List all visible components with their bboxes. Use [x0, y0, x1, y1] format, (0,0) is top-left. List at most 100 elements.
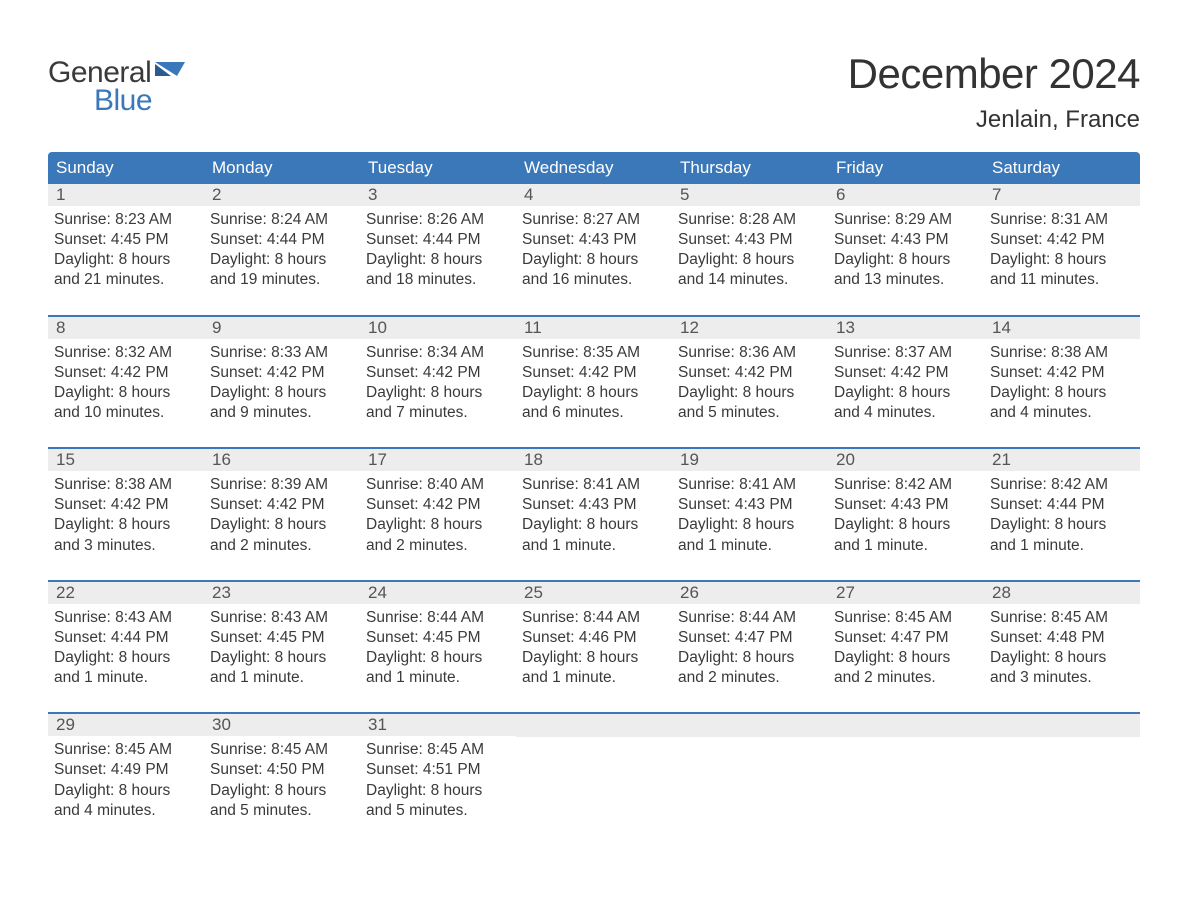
calendar-day: 8Sunrise: 8:32 AMSunset: 4:42 PMDaylight… [48, 317, 204, 430]
daylight-line-2: and 5 minutes. [210, 801, 354, 821]
sunset-line: Sunset: 4:44 PM [366, 230, 510, 250]
sunrise-line: Sunrise: 8:42 AM [834, 475, 978, 495]
calendar-day: 7Sunrise: 8:31 AMSunset: 4:42 PMDaylight… [984, 184, 1140, 297]
daylight-line-1: Daylight: 8 hours [678, 515, 822, 535]
calendar-day: 23Sunrise: 8:43 AMSunset: 4:45 PMDayligh… [204, 582, 360, 695]
calendar-day: 10Sunrise: 8:34 AMSunset: 4:42 PMDayligh… [360, 317, 516, 430]
day-number: 26 [672, 582, 828, 604]
daylight-line-1: Daylight: 8 hours [834, 515, 978, 535]
daylight-line-2: and 1 minute. [366, 668, 510, 688]
sunset-line: Sunset: 4:42 PM [834, 363, 978, 383]
day-content: Sunrise: 8:38 AMSunset: 4:42 PMDaylight:… [990, 339, 1134, 424]
calendar-day: 2Sunrise: 8:24 AMSunset: 4:44 PMDaylight… [204, 184, 360, 297]
calendar-day: 19Sunrise: 8:41 AMSunset: 4:43 PMDayligh… [672, 449, 828, 562]
day-number: 8 [48, 317, 204, 339]
sunset-line: Sunset: 4:42 PM [990, 230, 1134, 250]
calendar-day: 22Sunrise: 8:43 AMSunset: 4:44 PMDayligh… [48, 582, 204, 695]
sunrise-line: Sunrise: 8:32 AM [54, 343, 198, 363]
calendar-week: 1Sunrise: 8:23 AMSunset: 4:45 PMDaylight… [48, 184, 1140, 297]
day-number: 6 [828, 184, 984, 206]
daylight-line-1: Daylight: 8 hours [54, 515, 198, 535]
sunrise-line: Sunrise: 8:45 AM [366, 740, 510, 760]
day-number [516, 714, 672, 737]
calendar-day: 20Sunrise: 8:42 AMSunset: 4:43 PMDayligh… [828, 449, 984, 562]
day-number: 30 [204, 714, 360, 736]
day-content: Sunrise: 8:37 AMSunset: 4:42 PMDaylight:… [834, 339, 978, 424]
sunset-line: Sunset: 4:42 PM [210, 363, 354, 383]
daylight-line-1: Daylight: 8 hours [678, 383, 822, 403]
daylight-line-2: and 1 minute. [522, 668, 666, 688]
logo: General Blue [48, 56, 185, 118]
weekday-header: Sunday [48, 158, 204, 178]
sunset-line: Sunset: 4:49 PM [54, 760, 198, 780]
calendar-day: 17Sunrise: 8:40 AMSunset: 4:42 PMDayligh… [360, 449, 516, 562]
daylight-line-1: Daylight: 8 hours [210, 383, 354, 403]
daylight-line-2: and 4 minutes. [990, 403, 1134, 423]
sunrise-line: Sunrise: 8:37 AM [834, 343, 978, 363]
sunset-line: Sunset: 4:42 PM [678, 363, 822, 383]
calendar-day: 26Sunrise: 8:44 AMSunset: 4:47 PMDayligh… [672, 582, 828, 695]
daylight-line-1: Daylight: 8 hours [522, 648, 666, 668]
daylight-line-1: Daylight: 8 hours [522, 515, 666, 535]
day-number: 14 [984, 317, 1140, 339]
sunrise-line: Sunrise: 8:29 AM [834, 210, 978, 230]
calendar-day: 16Sunrise: 8:39 AMSunset: 4:42 PMDayligh… [204, 449, 360, 562]
daylight-line-2: and 6 minutes. [522, 403, 666, 423]
calendar-day: 30Sunrise: 8:45 AMSunset: 4:50 PMDayligh… [204, 714, 360, 827]
daylight-line-1: Daylight: 8 hours [366, 781, 510, 801]
daylight-line-2: and 2 minutes. [210, 536, 354, 556]
day-content: Sunrise: 8:32 AMSunset: 4:42 PMDaylight:… [54, 339, 198, 424]
calendar-day [516, 714, 672, 827]
calendar-day: 24Sunrise: 8:44 AMSunset: 4:45 PMDayligh… [360, 582, 516, 695]
day-content: Sunrise: 8:42 AMSunset: 4:43 PMDaylight:… [834, 471, 978, 556]
daylight-line-2: and 19 minutes. [210, 270, 354, 290]
sunset-line: Sunset: 4:48 PM [990, 628, 1134, 648]
daylight-line-2: and 16 minutes. [522, 270, 666, 290]
daylight-line-2: and 3 minutes. [990, 668, 1134, 688]
sunset-line: Sunset: 4:44 PM [210, 230, 354, 250]
sunset-line: Sunset: 4:42 PM [522, 363, 666, 383]
day-number: 19 [672, 449, 828, 471]
day-number: 22 [48, 582, 204, 604]
sunrise-line: Sunrise: 8:24 AM [210, 210, 354, 230]
calendar-day [672, 714, 828, 827]
daylight-line-2: and 21 minutes. [54, 270, 198, 290]
sunrise-line: Sunrise: 8:43 AM [54, 608, 198, 628]
title-block: December 2024 Jenlain, France [848, 50, 1140, 134]
sunrise-line: Sunrise: 8:31 AM [990, 210, 1134, 230]
daylight-line-2: and 4 minutes. [834, 403, 978, 423]
day-content: Sunrise: 8:45 AMSunset: 4:47 PMDaylight:… [834, 604, 978, 689]
day-number: 11 [516, 317, 672, 339]
sunset-line: Sunset: 4:45 PM [54, 230, 198, 250]
calendar-day: 15Sunrise: 8:38 AMSunset: 4:42 PMDayligh… [48, 449, 204, 562]
daylight-line-2: and 9 minutes. [210, 403, 354, 423]
day-content: Sunrise: 8:45 AMSunset: 4:51 PMDaylight:… [366, 736, 510, 821]
day-number: 3 [360, 184, 516, 206]
day-number: 2 [204, 184, 360, 206]
sunset-line: Sunset: 4:42 PM [366, 363, 510, 383]
daylight-line-2: and 2 minutes. [834, 668, 978, 688]
daylight-line-1: Daylight: 8 hours [834, 383, 978, 403]
sunrise-line: Sunrise: 8:45 AM [210, 740, 354, 760]
daylight-line-1: Daylight: 8 hours [834, 648, 978, 668]
daylight-line-2: and 18 minutes. [366, 270, 510, 290]
daylight-line-2: and 2 minutes. [678, 668, 822, 688]
calendar-day: 29Sunrise: 8:45 AMSunset: 4:49 PMDayligh… [48, 714, 204, 827]
day-content: Sunrise: 8:45 AMSunset: 4:48 PMDaylight:… [990, 604, 1134, 689]
weekday-header: Tuesday [360, 158, 516, 178]
sunrise-line: Sunrise: 8:42 AM [990, 475, 1134, 495]
daylight-line-1: Daylight: 8 hours [366, 515, 510, 535]
calendar-day: 6Sunrise: 8:29 AMSunset: 4:43 PMDaylight… [828, 184, 984, 297]
daylight-line-2: and 13 minutes. [834, 270, 978, 290]
day-content: Sunrise: 8:42 AMSunset: 4:44 PMDaylight:… [990, 471, 1134, 556]
sunrise-line: Sunrise: 8:36 AM [678, 343, 822, 363]
logo-text-blue: Blue [94, 84, 152, 118]
day-number: 13 [828, 317, 984, 339]
sunset-line: Sunset: 4:43 PM [522, 230, 666, 250]
daylight-line-1: Daylight: 8 hours [54, 250, 198, 270]
sunrise-line: Sunrise: 8:45 AM [834, 608, 978, 628]
day-content: Sunrise: 8:34 AMSunset: 4:42 PMDaylight:… [366, 339, 510, 424]
sunset-line: Sunset: 4:47 PM [834, 628, 978, 648]
day-number: 28 [984, 582, 1140, 604]
day-number: 21 [984, 449, 1140, 471]
